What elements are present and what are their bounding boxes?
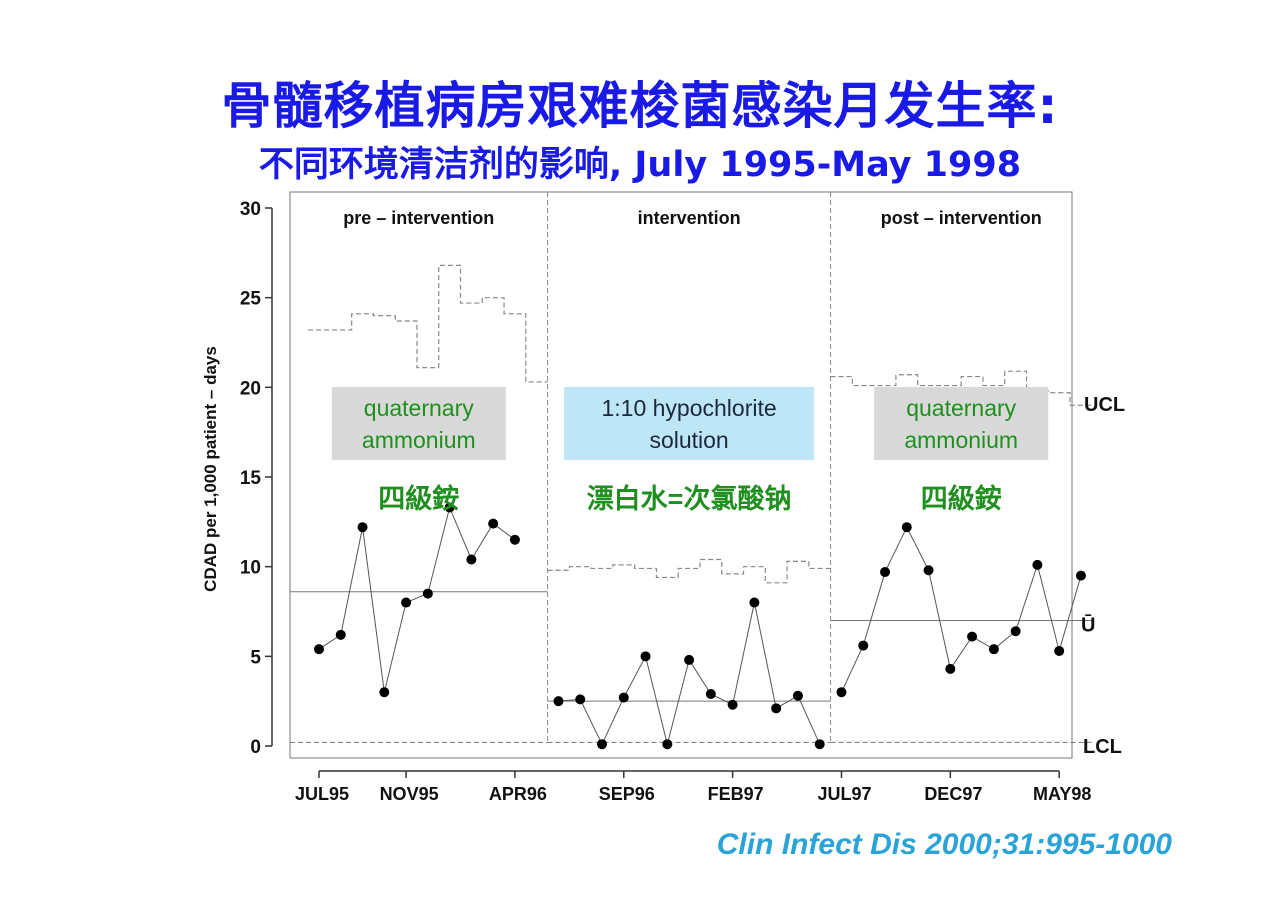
ucl-label: UCL (1084, 394, 1125, 416)
ucl-step-line (308, 264, 548, 383)
box-text: solution (649, 427, 728, 453)
x-tick-label: JUL97 (817, 784, 871, 804)
data-point (335, 629, 346, 640)
data-point (640, 651, 651, 662)
lcl-label: LCL (1083, 736, 1122, 758)
chinese-label: 四級銨 (921, 483, 1002, 514)
y-tick-label: 15 (240, 468, 262, 489)
box-text: ammonium (362, 427, 476, 453)
data-point (792, 690, 803, 701)
y-tick-label: 0 (250, 737, 261, 758)
x-tick-label: APR96 (489, 784, 547, 804)
data-point (1075, 570, 1086, 581)
data-point (967, 631, 978, 642)
data-point (357, 522, 368, 533)
data-point (1054, 645, 1065, 656)
x-tick-label: DEC97 (924, 784, 982, 804)
series-line (318, 505, 516, 693)
series-line (841, 526, 1082, 693)
data-point (488, 518, 499, 529)
ucl-step-line (547, 558, 831, 584)
data-point (749, 597, 760, 608)
intervention-box (564, 387, 815, 460)
box-text: quaternary (906, 395, 1016, 421)
chart-subtitle: 不同环境清洁剂的影响, July 1995-May 1998 (258, 145, 1022, 185)
data-point (575, 694, 586, 705)
axes: 0 5 10 15 20 25 30 JUL95 NOV95 APR96 SEP96 FEB97 JUL… (201, 199, 1091, 804)
phase-divider-lines (547, 192, 832, 742)
data-point (379, 687, 390, 698)
data-point (444, 502, 455, 513)
x-tick-label: SEP96 (599, 784, 655, 804)
chart-title: 骨髓移植病房艰难梭菌感染月发生率: (221, 77, 1059, 135)
box-text: 1:10 hypochlorite (601, 395, 776, 421)
data-point (901, 522, 912, 533)
ucl-step-line (830, 370, 1092, 406)
mean-label: Ū (1081, 614, 1095, 636)
phase-annotation-boxes: quaternary ammonium 1:10 hypochlorite solut… (331, 387, 1049, 460)
chinese-label: 四級銨 (378, 483, 459, 514)
x-tick-label: NOV95 (380, 784, 439, 804)
plot-frame (289, 191, 1073, 759)
data-point (401, 597, 412, 608)
data-point (466, 554, 477, 565)
box-text: ammonium (904, 427, 1018, 453)
y-tick-label: 30 (240, 199, 261, 220)
data-point (858, 640, 869, 651)
data-point (923, 565, 934, 576)
phase-label: intervention (638, 208, 741, 228)
data-series (314, 502, 1086, 750)
data-point (684, 654, 695, 665)
y-tick-label: 5 (250, 647, 261, 668)
phase-label: pre – intervention (343, 208, 494, 228)
data-point (988, 644, 999, 655)
citation: Clin Infect Dis 2000;31:995-1000 (716, 828, 1172, 861)
data-point (880, 567, 891, 578)
y-tick-label: 25 (240, 289, 262, 310)
data-point (553, 696, 564, 707)
plot-border (289, 191, 1073, 759)
series-line (558, 602, 821, 746)
data-point (771, 703, 782, 714)
data-point (314, 644, 324, 655)
data-point (836, 687, 847, 698)
data-point (597, 739, 608, 750)
data-point (662, 739, 673, 750)
chinese-label: 漂白水=次氯酸钠 (587, 483, 792, 514)
y-tick-label: 20 (240, 378, 261, 399)
control-limits (290, 264, 1092, 743)
phase-label: post – intervention (881, 208, 1042, 228)
x-tick-label: MAY98 (1033, 784, 1091, 804)
data-point (422, 588, 433, 599)
data-point (945, 663, 956, 674)
box-text: quaternary (364, 395, 474, 421)
data-point (727, 699, 738, 710)
x-tick-label: FEB97 (708, 784, 764, 804)
intervention-box (874, 387, 1049, 460)
data-point (1032, 559, 1043, 570)
y-axis-label: CDAD per 1,000 patient – days (201, 346, 220, 592)
y-tick-label: 10 (240, 558, 261, 579)
intervention-box (331, 387, 506, 460)
x-tick-label: JUL95 (295, 784, 349, 804)
data-point (618, 692, 629, 703)
data-point (705, 688, 716, 699)
data-point (814, 739, 825, 750)
data-point (1010, 626, 1021, 637)
chart-text-labels: pre – intervention 四級銨 intervention 漂白水=次氯酸… (343, 208, 1125, 758)
data-point (509, 534, 520, 545)
